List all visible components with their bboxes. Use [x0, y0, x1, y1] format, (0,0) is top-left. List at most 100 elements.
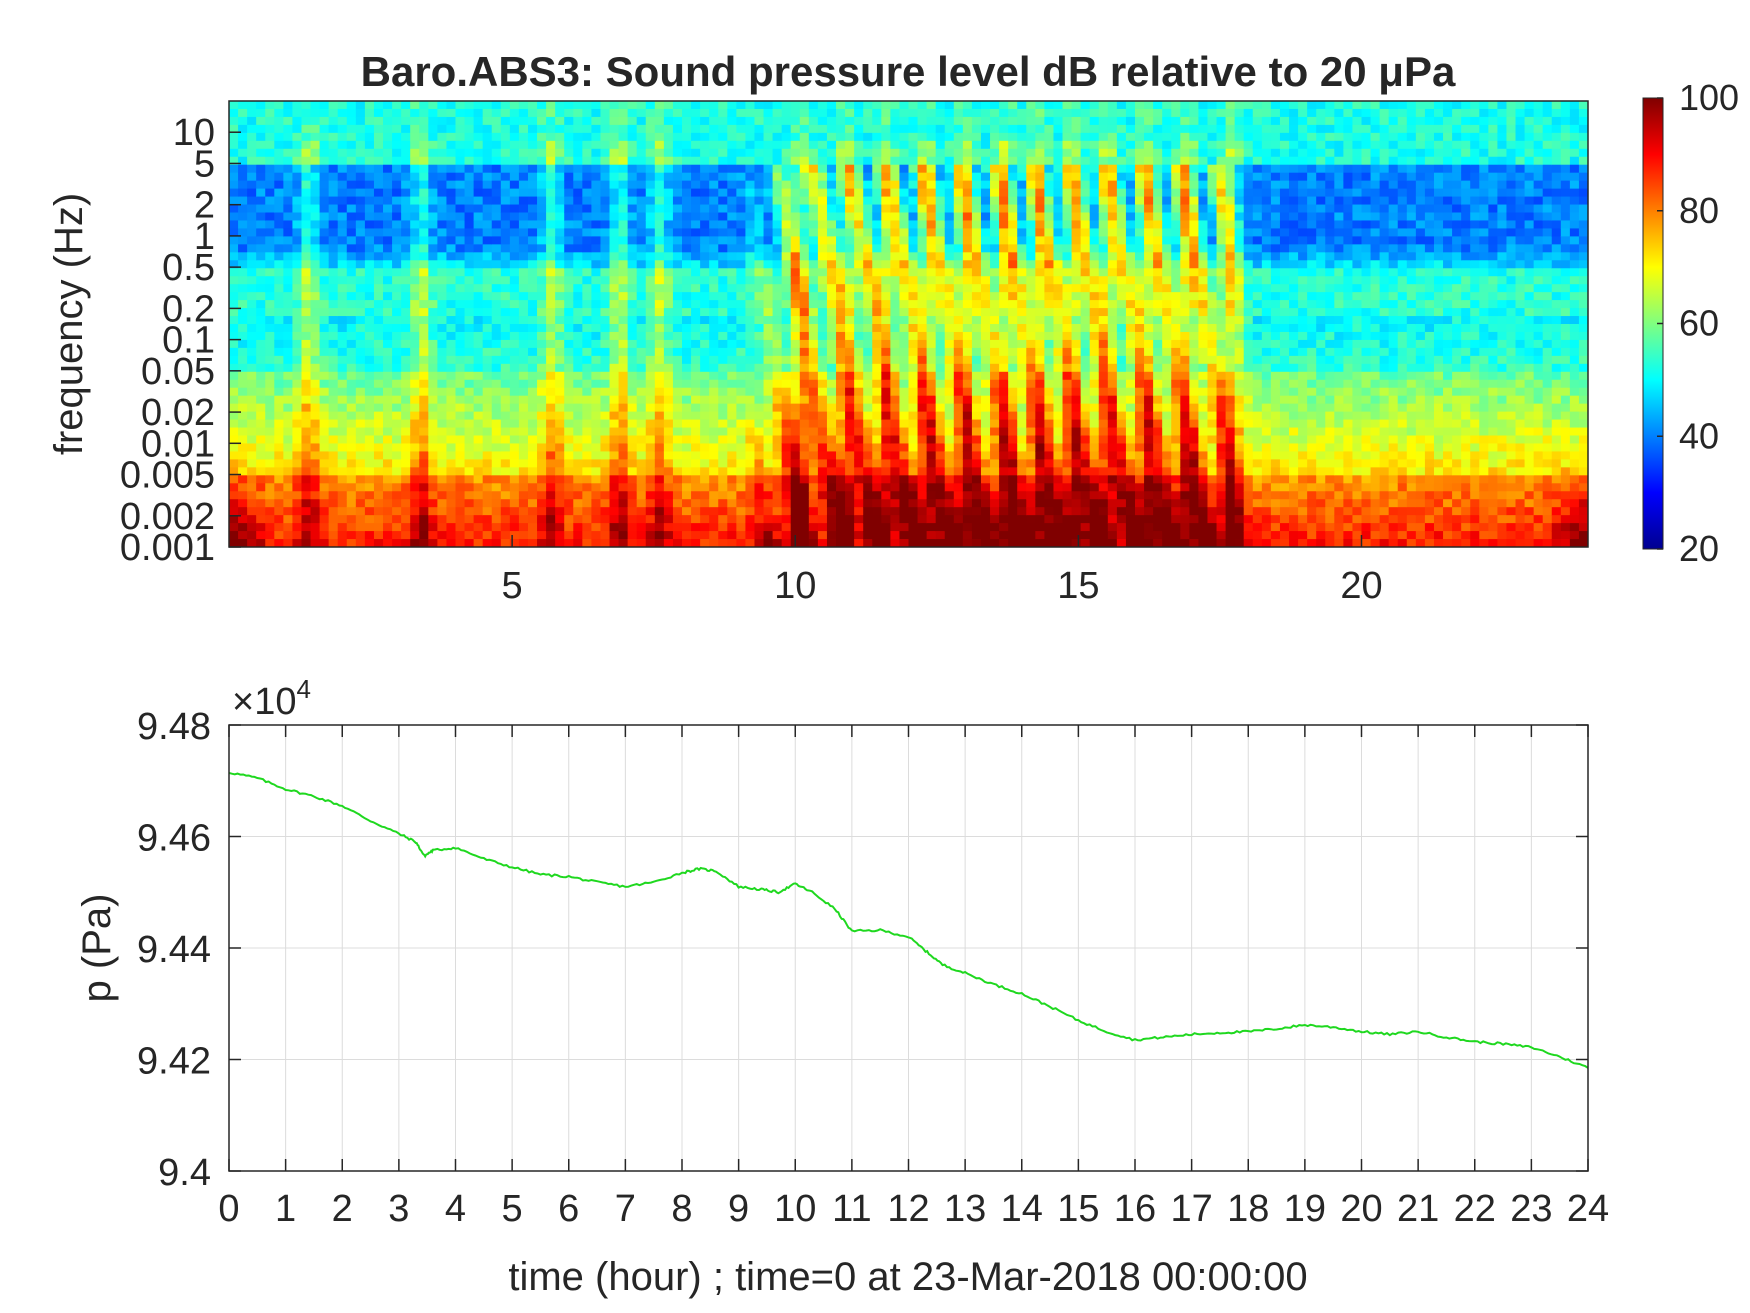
heatmap-cell	[909, 515, 919, 524]
heatmap-cell	[637, 404, 647, 413]
heatmap-cell	[863, 348, 873, 357]
heatmap-cell	[872, 451, 882, 460]
heatmap-cell	[691, 189, 701, 198]
heatmap-cell	[329, 364, 339, 373]
heatmap-cell	[582, 236, 592, 245]
heatmap-cell	[600, 292, 610, 301]
heatmap-cell	[899, 197, 909, 206]
heatmap-cell	[827, 467, 837, 476]
heatmap-cell	[610, 451, 620, 460]
heatmap-cell	[745, 396, 755, 405]
heatmap-cell	[356, 467, 366, 476]
heatmap-cell	[754, 467, 764, 476]
heatmap-cell	[954, 276, 964, 285]
heatmap-cell	[419, 101, 429, 110]
heatmap-cell	[827, 244, 837, 253]
heatmap-cell	[564, 467, 574, 476]
heatmap-cell	[456, 324, 466, 333]
heatmap-cell	[347, 491, 357, 500]
heatmap-cell	[899, 244, 909, 253]
heatmap-cell	[646, 228, 656, 237]
heatmap-cell	[664, 507, 674, 516]
heatmap-cell	[782, 276, 792, 285]
heatmap-cell	[909, 133, 919, 142]
heatmap-cell	[981, 157, 991, 166]
heatmap-cell	[510, 475, 520, 484]
heatmap-cell	[519, 268, 529, 277]
heatmap-cell	[709, 420, 719, 429]
heatmap-cell	[301, 189, 311, 198]
heatmap-cell	[392, 499, 402, 508]
heatmap-cell	[510, 244, 520, 253]
heatmap-cell	[673, 165, 683, 174]
heatmap-cell	[573, 205, 583, 214]
heatmap-cell	[456, 268, 466, 277]
heatmap-cell	[519, 404, 529, 413]
heatmap-cell	[954, 173, 964, 182]
heatmap-cell	[492, 372, 502, 381]
heatmap-cell	[365, 443, 375, 452]
heatmap-cell	[582, 356, 592, 365]
heatmap-cell	[356, 515, 366, 524]
heatmap-cell	[564, 268, 574, 277]
heatmap-cell	[999, 268, 1009, 277]
heatmap-cell	[392, 181, 402, 190]
heatmap-cell	[999, 284, 1009, 293]
heatmap-cell	[519, 109, 529, 118]
heatmap-cell	[754, 451, 764, 460]
heatmap-cell	[265, 348, 275, 357]
heatmap-cell	[555, 404, 565, 413]
heatmap-cell	[483, 133, 493, 142]
heatmap-cell	[301, 308, 311, 317]
heatmap-cell	[691, 181, 701, 190]
heatmap-cell	[800, 523, 810, 532]
heatmap-cell	[383, 364, 393, 373]
heatmap-cell	[881, 364, 891, 373]
heatmap-cell	[691, 324, 701, 333]
heatmap-cell	[809, 101, 819, 110]
heatmap-cell	[628, 404, 638, 413]
heatmap-cell	[600, 220, 610, 229]
heatmap-cell	[446, 189, 456, 198]
heatmap-cell	[410, 244, 420, 253]
heatmap-cell	[510, 276, 520, 285]
heatmap-cell	[863, 475, 873, 484]
heatmap-cell	[311, 459, 321, 468]
heatmap-cell	[465, 475, 475, 484]
heatmap-cell	[972, 451, 982, 460]
heatmap-cell	[863, 213, 873, 222]
heatmap-cell	[410, 364, 420, 373]
heatmap-cell	[963, 340, 973, 349]
heatmap-cell	[428, 149, 438, 158]
heatmap-cell	[519, 491, 529, 500]
heatmap-cell	[446, 364, 456, 373]
heatmap-cell	[727, 181, 737, 190]
heatmap-cell	[600, 396, 610, 405]
heatmap-cell	[809, 475, 819, 484]
heatmap-cell	[646, 292, 656, 301]
heatmap-cell	[582, 228, 592, 237]
heatmap-cell	[709, 388, 719, 397]
heatmap-cell	[1026, 475, 1036, 484]
heatmap-cell	[283, 197, 293, 206]
heatmap-cell	[836, 436, 846, 445]
heatmap-cell	[292, 356, 302, 365]
heatmap-cell	[727, 467, 737, 476]
heatmap-cell	[1026, 404, 1036, 413]
heatmap-cell	[918, 507, 928, 516]
heatmap-cell	[691, 133, 701, 142]
heatmap-cell	[311, 292, 321, 301]
heatmap-cell	[827, 205, 837, 214]
heatmap-cell	[791, 483, 801, 492]
heatmap-cell	[238, 244, 248, 253]
heatmap-cell	[827, 483, 837, 492]
heatmap-cell	[546, 213, 556, 222]
heatmap-cell	[899, 109, 909, 118]
heatmap-cell	[791, 252, 801, 261]
heatmap-cell	[274, 141, 284, 150]
heatmap-cell	[709, 372, 719, 381]
heatmap-cell	[283, 396, 293, 405]
heatmap-cell	[655, 268, 665, 277]
heatmap-cell	[764, 244, 774, 253]
heatmap-cell	[854, 316, 864, 325]
